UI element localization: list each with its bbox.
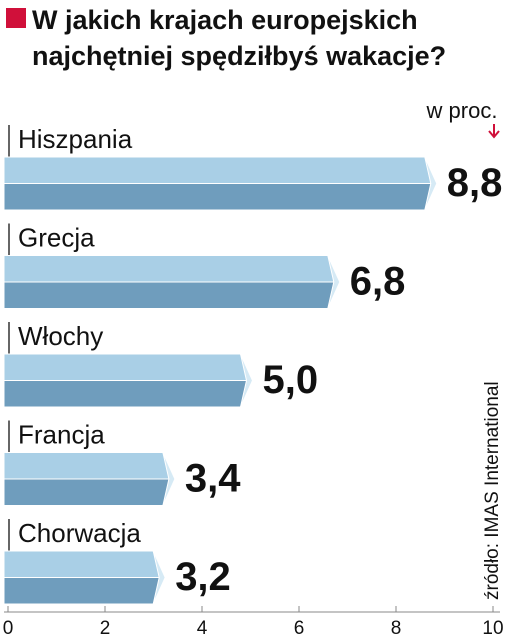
chart-title: W jakich krajach europejskich najchętnie… — [32, 5, 447, 71]
value-label: 3,4 — [185, 457, 241, 501]
x-tick-label: 4 — [197, 618, 208, 639]
category-label: Francja — [18, 419, 105, 449]
bar-top — [3, 452, 174, 480]
bar-bottom — [3, 281, 339, 309]
bar — [3, 353, 254, 408]
unit-note: w proc. — [426, 98, 498, 123]
category-label: Grecja — [18, 222, 95, 252]
bar-tip — [162, 452, 176, 506]
x-tick-label: 2 — [100, 618, 111, 639]
bar-top — [3, 353, 252, 381]
category-label: Włochy — [18, 321, 103, 351]
bar-tip — [424, 156, 438, 211]
title-marker — [6, 8, 26, 28]
value-label: 3,2 — [175, 555, 231, 599]
bar — [3, 255, 341, 309]
bar-top — [3, 550, 164, 578]
bar-tip — [152, 550, 166, 605]
bar-tip — [327, 255, 341, 309]
bar — [3, 156, 438, 211]
category-label: Chorwacja — [18, 518, 141, 548]
source: źródło: IMAS International — [482, 381, 503, 600]
category-label: Hiszpania — [18, 124, 133, 154]
value-label: 6,8 — [350, 260, 406, 304]
x-tick-label: 0 — [3, 618, 14, 639]
bar-top — [3, 156, 436, 184]
bar — [3, 452, 176, 506]
bar-top — [3, 255, 339, 283]
bar-tip — [240, 353, 254, 408]
value-label: 8,8 — [447, 161, 503, 205]
bar-bottom — [3, 478, 174, 506]
x-tick-label: 6 — [294, 618, 305, 639]
bar-bottom — [3, 183, 436, 211]
value-label: 5,0 — [263, 358, 319, 402]
bar-bottom — [3, 380, 252, 408]
bar — [3, 550, 166, 605]
x-tick-label: 8 — [391, 618, 402, 639]
x-tick-label: 10 — [482, 618, 503, 639]
unit-arrow — [488, 124, 500, 139]
bar-bottom — [3, 577, 164, 605]
